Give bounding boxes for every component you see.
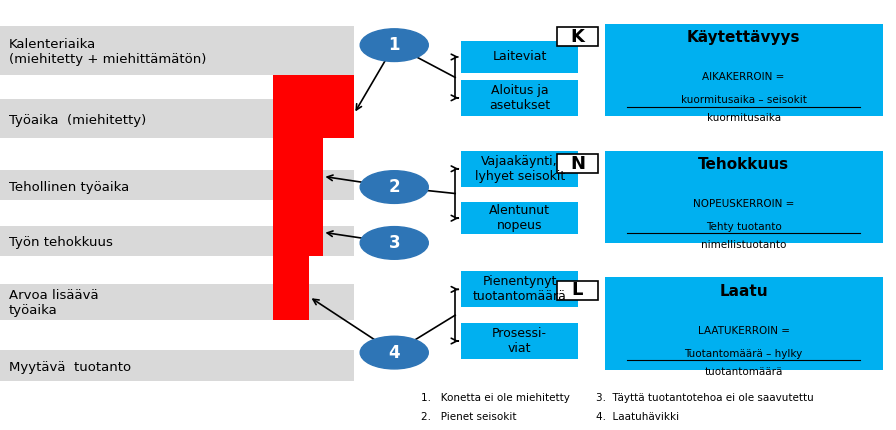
Text: 2.   Pienet seisokit: 2. Pienet seisokit xyxy=(421,412,517,422)
FancyBboxPatch shape xyxy=(0,284,354,320)
FancyBboxPatch shape xyxy=(461,202,578,234)
Text: kuormitusaika: kuormitusaika xyxy=(707,113,780,123)
Text: Tehty tuotanto: Tehty tuotanto xyxy=(706,222,781,232)
Text: NOPEUSKERROIN =: NOPEUSKERROIN = xyxy=(693,199,795,209)
FancyBboxPatch shape xyxy=(273,200,323,256)
FancyBboxPatch shape xyxy=(557,154,598,173)
Circle shape xyxy=(360,29,428,61)
FancyBboxPatch shape xyxy=(461,150,578,187)
FancyBboxPatch shape xyxy=(0,170,354,200)
Text: Prosessi-
viat: Prosessi- viat xyxy=(492,327,547,355)
Text: kuormitusaika – seisokit: kuormitusaika – seisokit xyxy=(681,95,806,105)
Text: Pienentynyt
tuotantomäärä: Pienentynyt tuotantomäärä xyxy=(473,275,566,303)
Circle shape xyxy=(360,336,428,369)
Text: Työaika  (miehitetty): Työaika (miehitetty) xyxy=(9,114,146,127)
FancyBboxPatch shape xyxy=(461,80,578,116)
Text: Laiteviat: Laiteviat xyxy=(493,50,547,64)
FancyBboxPatch shape xyxy=(461,322,578,359)
Text: Tehollinen työaika: Tehollinen työaika xyxy=(9,181,129,194)
FancyBboxPatch shape xyxy=(557,281,598,300)
FancyBboxPatch shape xyxy=(461,41,578,73)
FancyBboxPatch shape xyxy=(557,27,598,46)
Text: Käytettävyys: Käytettävyys xyxy=(687,31,800,45)
Circle shape xyxy=(360,171,428,203)
Text: L: L xyxy=(572,282,583,299)
Text: Arvoa lisäävä
työaika: Arvoa lisäävä työaika xyxy=(9,289,99,317)
Text: Tehokkuus: Tehokkuus xyxy=(698,157,789,172)
FancyBboxPatch shape xyxy=(0,226,354,256)
Text: 4: 4 xyxy=(389,344,400,362)
FancyBboxPatch shape xyxy=(0,99,354,138)
Text: Aloitus ja
asetukset: Aloitus ja asetukset xyxy=(489,84,550,112)
FancyBboxPatch shape xyxy=(461,271,578,307)
Text: K: K xyxy=(571,28,584,46)
Text: 3: 3 xyxy=(389,234,400,252)
Text: 2: 2 xyxy=(389,178,400,196)
Text: 1: 1 xyxy=(389,36,400,54)
Text: Laatu: Laatu xyxy=(719,284,768,299)
Text: nimellistuotanto: nimellistuotanto xyxy=(701,240,787,250)
Text: Vajaakäynti,
lyhyet seisokit: Vajaakäynti, lyhyet seisokit xyxy=(475,155,564,183)
Text: Tuotantomäärä – hylky: Tuotantomäärä – hylky xyxy=(685,349,803,359)
Text: N: N xyxy=(570,155,585,172)
FancyBboxPatch shape xyxy=(605,150,883,243)
Text: 1.   Konetta ei ole miehitetty: 1. Konetta ei ole miehitetty xyxy=(421,393,570,403)
Text: Myytävä  tuotanto: Myytävä tuotanto xyxy=(9,361,131,374)
Text: 3.  Täyttä tuotantotehoa ei ole saavutettu: 3. Täyttä tuotantotehoa ei ole saavutett… xyxy=(596,393,814,403)
FancyBboxPatch shape xyxy=(605,24,883,116)
Text: Työn tehokkuus: Työn tehokkuus xyxy=(9,237,113,249)
Text: Kalenteriaika
(miehitetty + miehittämätön): Kalenteriaika (miehitetty + miehittämätö… xyxy=(9,37,206,66)
FancyBboxPatch shape xyxy=(273,138,323,200)
FancyBboxPatch shape xyxy=(0,26,354,75)
Text: AIKAKERROIN =: AIKAKERROIN = xyxy=(702,72,785,82)
FancyBboxPatch shape xyxy=(273,256,309,320)
Text: Alentunut
nopeus: Alentunut nopeus xyxy=(489,204,550,232)
Text: tuotantomäärä: tuotantomäärä xyxy=(704,367,783,377)
Text: LAATUKERROIN =: LAATUKERROIN = xyxy=(698,326,789,336)
Circle shape xyxy=(360,227,428,259)
FancyBboxPatch shape xyxy=(605,277,883,370)
FancyBboxPatch shape xyxy=(0,350,354,381)
Text: 4.  Laatuhävikki: 4. Laatuhävikki xyxy=(596,412,679,422)
FancyBboxPatch shape xyxy=(273,75,354,138)
